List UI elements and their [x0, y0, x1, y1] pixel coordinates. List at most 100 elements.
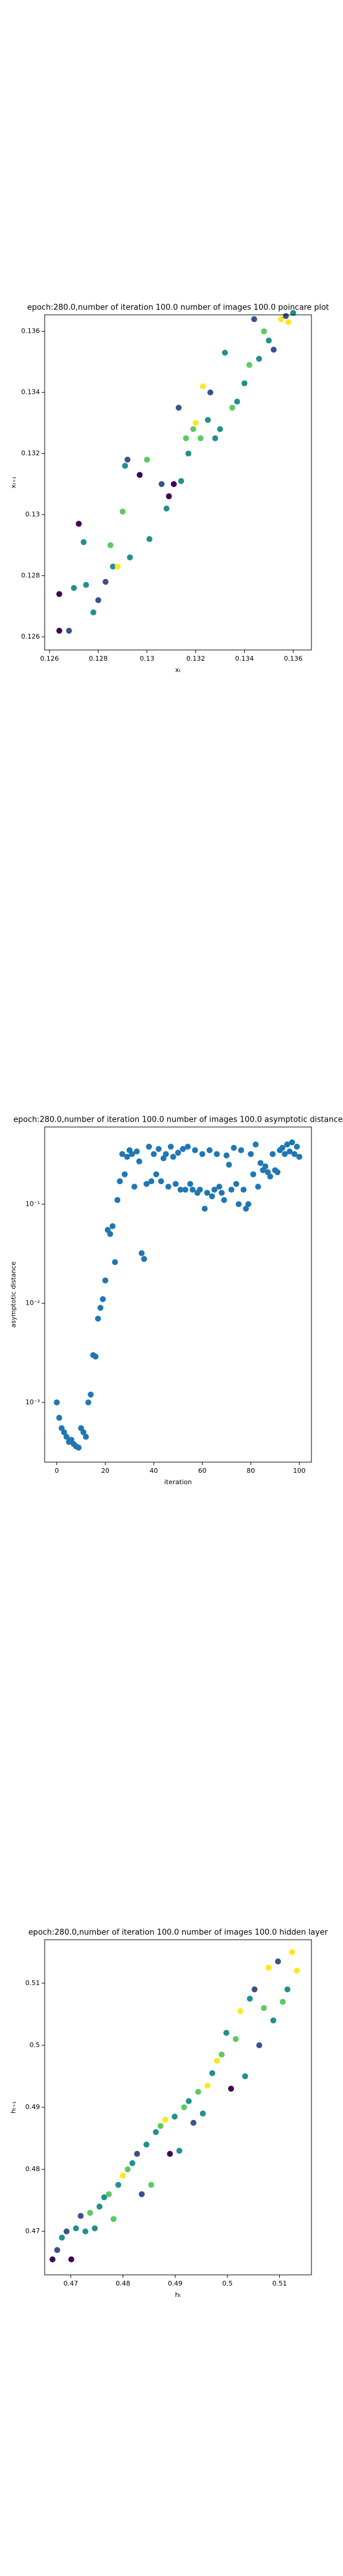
x-tick-label: 40: [149, 1467, 158, 1475]
point: [243, 1205, 250, 1212]
point: [49, 2256, 56, 2262]
plot-frame: [44, 1126, 312, 1463]
point: [247, 1995, 253, 2002]
point: [228, 1187, 235, 1193]
point: [119, 508, 126, 515]
point: [124, 456, 131, 463]
y-tick-label: 0.5: [30, 2041, 40, 2049]
x-tick-label: 0.49: [168, 2280, 183, 2287]
point: [119, 1151, 126, 1157]
point: [92, 1354, 99, 1360]
point: [153, 1171, 160, 1178]
x-axis-label: xₜ: [175, 666, 181, 674]
point: [256, 355, 263, 362]
point: [107, 1231, 113, 1237]
point: [129, 2160, 136, 2166]
point: [85, 1399, 92, 1405]
point: [63, 2228, 70, 2235]
point: [270, 2017, 276, 2024]
point: [235, 1201, 242, 1208]
point: [76, 521, 82, 527]
x-tick-label: 0.51: [272, 2280, 287, 2287]
point: [165, 1184, 172, 1190]
point: [190, 426, 197, 432]
point: [110, 564, 116, 570]
point: [102, 1277, 108, 1284]
point: [95, 597, 102, 603]
point: [286, 1148, 293, 1155]
x-tick-label: 0.136: [284, 655, 303, 662]
point: [148, 1178, 155, 1185]
point: [61, 1429, 67, 1435]
point: [192, 420, 199, 426]
point: [289, 1949, 295, 1955]
point: [222, 349, 228, 356]
point: [99, 1296, 106, 1302]
point: [182, 1187, 189, 1193]
point: [232, 2036, 239, 2042]
point: [105, 2191, 112, 2197]
point: [237, 2008, 244, 2014]
point: [251, 316, 257, 323]
point: [283, 313, 289, 320]
point: [167, 2151, 173, 2157]
x-axis-label: iteration: [164, 1478, 192, 1486]
point: [101, 2194, 107, 2200]
point: [279, 1144, 286, 1151]
point: [158, 1178, 164, 1185]
point: [124, 1154, 130, 1160]
point: [211, 1187, 218, 1193]
point: [92, 2225, 98, 2231]
plot-frame: [44, 1939, 312, 2275]
point: [261, 328, 267, 335]
point: [102, 578, 109, 585]
point: [143, 2141, 149, 2148]
point: [234, 398, 241, 405]
x-tick-label: 0: [55, 1467, 59, 1475]
point: [289, 1139, 295, 1145]
x-tick-label: 0.48: [116, 2280, 130, 2287]
point: [201, 1205, 208, 1212]
point: [241, 380, 248, 386]
x-tick-label: 0.5: [222, 2280, 233, 2287]
point: [166, 493, 172, 500]
point: [96, 2203, 103, 2210]
y-axis-label: hₜ₊₁: [10, 2101, 17, 2113]
point: [197, 1187, 203, 1193]
point: [290, 309, 297, 316]
point: [56, 591, 63, 597]
point: [209, 1193, 216, 1200]
point: [68, 2256, 74, 2262]
point: [245, 1201, 252, 1208]
point: [214, 2057, 220, 2064]
point: [139, 2191, 145, 2197]
point: [136, 1158, 142, 1165]
point: [291, 1151, 298, 1157]
point: [207, 389, 214, 396]
point: [205, 417, 211, 423]
point: [274, 1169, 280, 1175]
point: [219, 2051, 225, 2058]
chart-title: epoch:280.0,number of iteration 100.0 nu…: [27, 304, 329, 312]
y-tick-label: 10⁻¹: [26, 1200, 40, 1208]
point: [242, 2073, 248, 2079]
point: [170, 481, 177, 487]
point: [256, 2042, 263, 2048]
point: [120, 2172, 126, 2179]
point: [114, 564, 121, 570]
x-tick-label: 0.128: [89, 655, 108, 662]
point: [76, 1444, 82, 1451]
point: [175, 1150, 181, 1156]
point: [162, 2116, 169, 2123]
point: [176, 2147, 183, 2154]
point: [190, 2120, 197, 2126]
point: [56, 1414, 63, 1421]
point: [176, 404, 182, 411]
point: [269, 1151, 276, 1157]
point: [246, 362, 252, 369]
point: [267, 1174, 273, 1180]
point: [83, 1433, 89, 1440]
point: [131, 1184, 138, 1190]
point: [122, 463, 129, 469]
point: [230, 1144, 237, 1151]
